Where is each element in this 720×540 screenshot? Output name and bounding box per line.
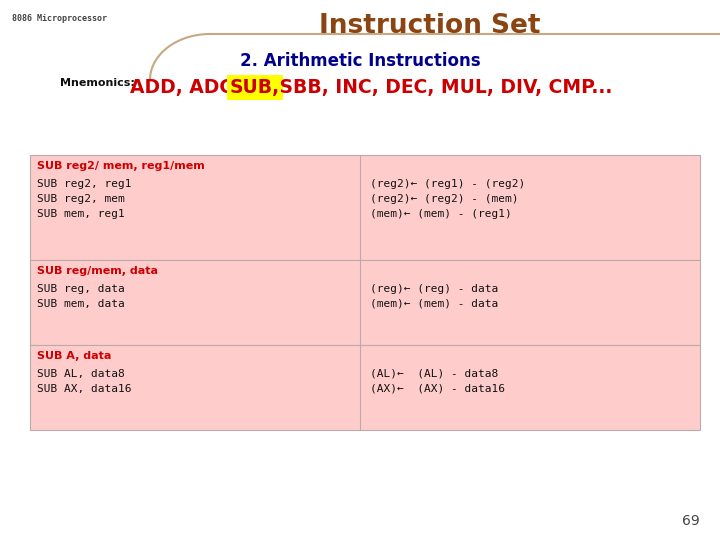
Text: (AL)←  (AL) - data8
(AX)←  (AX) - data16: (AL)← (AL) - data8 (AX)← (AX) - data16 — [370, 369, 505, 394]
Text: Instruction Set: Instruction Set — [319, 13, 541, 39]
Text: SUB,: SUB, — [230, 78, 280, 97]
Text: SUB A, data: SUB A, data — [37, 351, 112, 361]
Text: SBB, INC, DEC, MUL, DIV, CMP...: SBB, INC, DEC, MUL, DIV, CMP... — [273, 78, 613, 97]
Bar — [30, 260, 700, 345]
Text: (reg)← (reg) - data
(mem)← (mem) - data: (reg)← (reg) - data (mem)← (mem) - data — [370, 284, 498, 309]
Bar — [30, 155, 700, 260]
Text: SUB reg2/ mem, reg1/mem: SUB reg2/ mem, reg1/mem — [37, 161, 204, 171]
Text: SUB reg/mem, data: SUB reg/mem, data — [37, 266, 158, 276]
Text: SUB reg, data
SUB mem, data: SUB reg, data SUB mem, data — [37, 284, 125, 309]
Text: 2. Arithmetic Instructions: 2. Arithmetic Instructions — [240, 52, 480, 70]
Text: ADD, ADC,: ADD, ADC, — [130, 78, 247, 97]
Bar — [30, 345, 700, 430]
Text: SUB AL, data8
SUB AX, data16: SUB AL, data8 SUB AX, data16 — [37, 369, 132, 394]
Text: 8086 Microprocessor: 8086 Microprocessor — [12, 14, 107, 23]
Text: 69: 69 — [683, 514, 700, 528]
Text: (reg2)← (reg1) - (reg2)
(reg2)← (reg2) - (mem)
(mem)← (mem) - (reg1): (reg2)← (reg1) - (reg2) (reg2)← (reg2) -… — [370, 179, 526, 219]
Text: SUB reg2, reg1
SUB reg2, mem
SUB mem, reg1: SUB reg2, reg1 SUB reg2, mem SUB mem, re… — [37, 179, 132, 219]
Text: Mnemonics:: Mnemonics: — [60, 78, 135, 88]
